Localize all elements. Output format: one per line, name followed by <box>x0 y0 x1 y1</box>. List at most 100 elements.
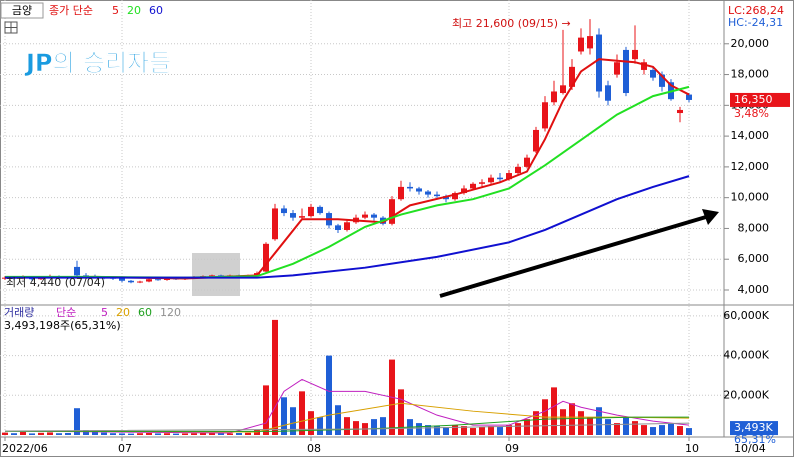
candle-body <box>596 34 602 92</box>
y-tick-label: 10,000 <box>731 191 770 204</box>
candle-body <box>209 275 215 277</box>
stock-box[interactable] <box>0 2 44 19</box>
candle-body <box>317 206 323 214</box>
candle-body <box>83 275 89 277</box>
volume-bar <box>398 389 404 435</box>
volume-bar <box>173 433 179 435</box>
volume-bar <box>614 423 620 435</box>
candle-body <box>290 213 296 218</box>
volume-bar <box>2 432 8 435</box>
volume-bar <box>290 407 296 435</box>
candle-body <box>506 173 512 180</box>
volume-info: 3,493,198주(65,31%) <box>4 319 121 332</box>
mark-layer <box>2 19 692 435</box>
min-annotation: 최저 4,440 (07/04) <box>6 276 105 289</box>
legend-entry: 60 <box>149 4 163 17</box>
trend-arrow <box>439 215 707 298</box>
candle-body <box>479 182 485 184</box>
volume-bar <box>668 423 674 435</box>
candle-body <box>119 278 125 281</box>
volume-bar <box>686 428 692 435</box>
volume-bar <box>74 408 80 435</box>
volume-bar <box>308 411 314 435</box>
volume-bar <box>461 426 467 435</box>
volume-bar <box>218 433 224 435</box>
volume-bar <box>299 391 305 435</box>
candle-body <box>632 49 638 60</box>
volume-bar <box>659 425 665 435</box>
volume-bar <box>623 417 629 435</box>
candle-body <box>578 37 584 52</box>
candle-body <box>497 177 503 180</box>
volume-bar <box>155 433 161 435</box>
legend-label: 종가 단순 <box>49 4 93 17</box>
volume-bar <box>146 433 152 435</box>
legend-entry: 60 <box>138 306 152 319</box>
candle-body <box>542 102 548 129</box>
candle-body <box>425 191 431 195</box>
ma-line <box>4 58 690 280</box>
candle-body <box>299 216 305 218</box>
ma-line <box>4 402 690 433</box>
candle-body <box>488 177 494 183</box>
volume-legend-label: 거래량 <box>4 306 34 319</box>
volume-bar <box>425 425 431 435</box>
volume-bar <box>677 426 683 435</box>
volume-bar <box>236 433 242 435</box>
candle-body <box>218 275 224 277</box>
volume-bar <box>488 426 494 435</box>
candle-body <box>308 206 314 217</box>
y-tick-label: 20,000 <box>731 37 770 50</box>
volume-bar <box>587 417 593 435</box>
legend-entry: 120 <box>160 306 181 319</box>
legend-entry: 5 <box>101 306 108 319</box>
volume-bar <box>443 427 449 435</box>
volume-legend-sublabel: 단순 <box>56 306 76 319</box>
volume-bar <box>344 417 350 435</box>
volume-bar <box>110 433 116 435</box>
candle-body <box>659 74 665 87</box>
volume-bar <box>335 405 341 435</box>
volume-bar <box>497 427 503 435</box>
ratio-label: 65,31% <box>734 433 776 446</box>
volume-bar <box>191 433 197 435</box>
highlight-box <box>192 253 240 296</box>
candle-body <box>515 166 521 174</box>
volume-bar <box>551 387 557 435</box>
candle-body <box>641 62 647 70</box>
volume-bar <box>650 427 656 435</box>
y-tick-label: 60,000K <box>723 309 769 322</box>
volume-bar <box>470 428 476 435</box>
x-tick-label: 07 <box>118 442 132 455</box>
last-price-box <box>730 92 790 107</box>
x-tick-label: 2022/06 <box>2 442 48 455</box>
stock-name[interactable]: 금양 <box>12 4 32 17</box>
volume-bar <box>533 411 539 435</box>
candle-body <box>686 94 692 100</box>
x-tick-label: 10 <box>685 442 699 455</box>
hc-label: HC:-24,31 <box>728 16 783 29</box>
x-tick-label: 09 <box>505 442 519 455</box>
volume-bar <box>47 432 53 435</box>
volume-bar <box>20 432 26 435</box>
max-annotation: 최고 21,600 (09/15) → <box>452 17 571 30</box>
volume-bar <box>272 319 278 435</box>
volume-bar <box>209 432 215 435</box>
candle-body <box>335 225 341 230</box>
volume-bar <box>605 419 611 435</box>
volume-bar <box>578 411 584 435</box>
legend-entry: 20 <box>116 306 130 319</box>
volume-bar <box>560 409 566 435</box>
volume-bar <box>182 433 188 435</box>
volume-bar <box>29 433 35 435</box>
y-tick-label: 40,000K <box>723 349 769 362</box>
volume-bar <box>128 433 134 435</box>
volume-bar <box>506 425 512 435</box>
ma-line <box>5 175 690 279</box>
volume-bar <box>245 432 251 435</box>
volume-bar <box>119 433 125 435</box>
volume-bar <box>353 421 359 435</box>
volume-bar <box>416 423 422 435</box>
candle-body <box>389 199 395 224</box>
